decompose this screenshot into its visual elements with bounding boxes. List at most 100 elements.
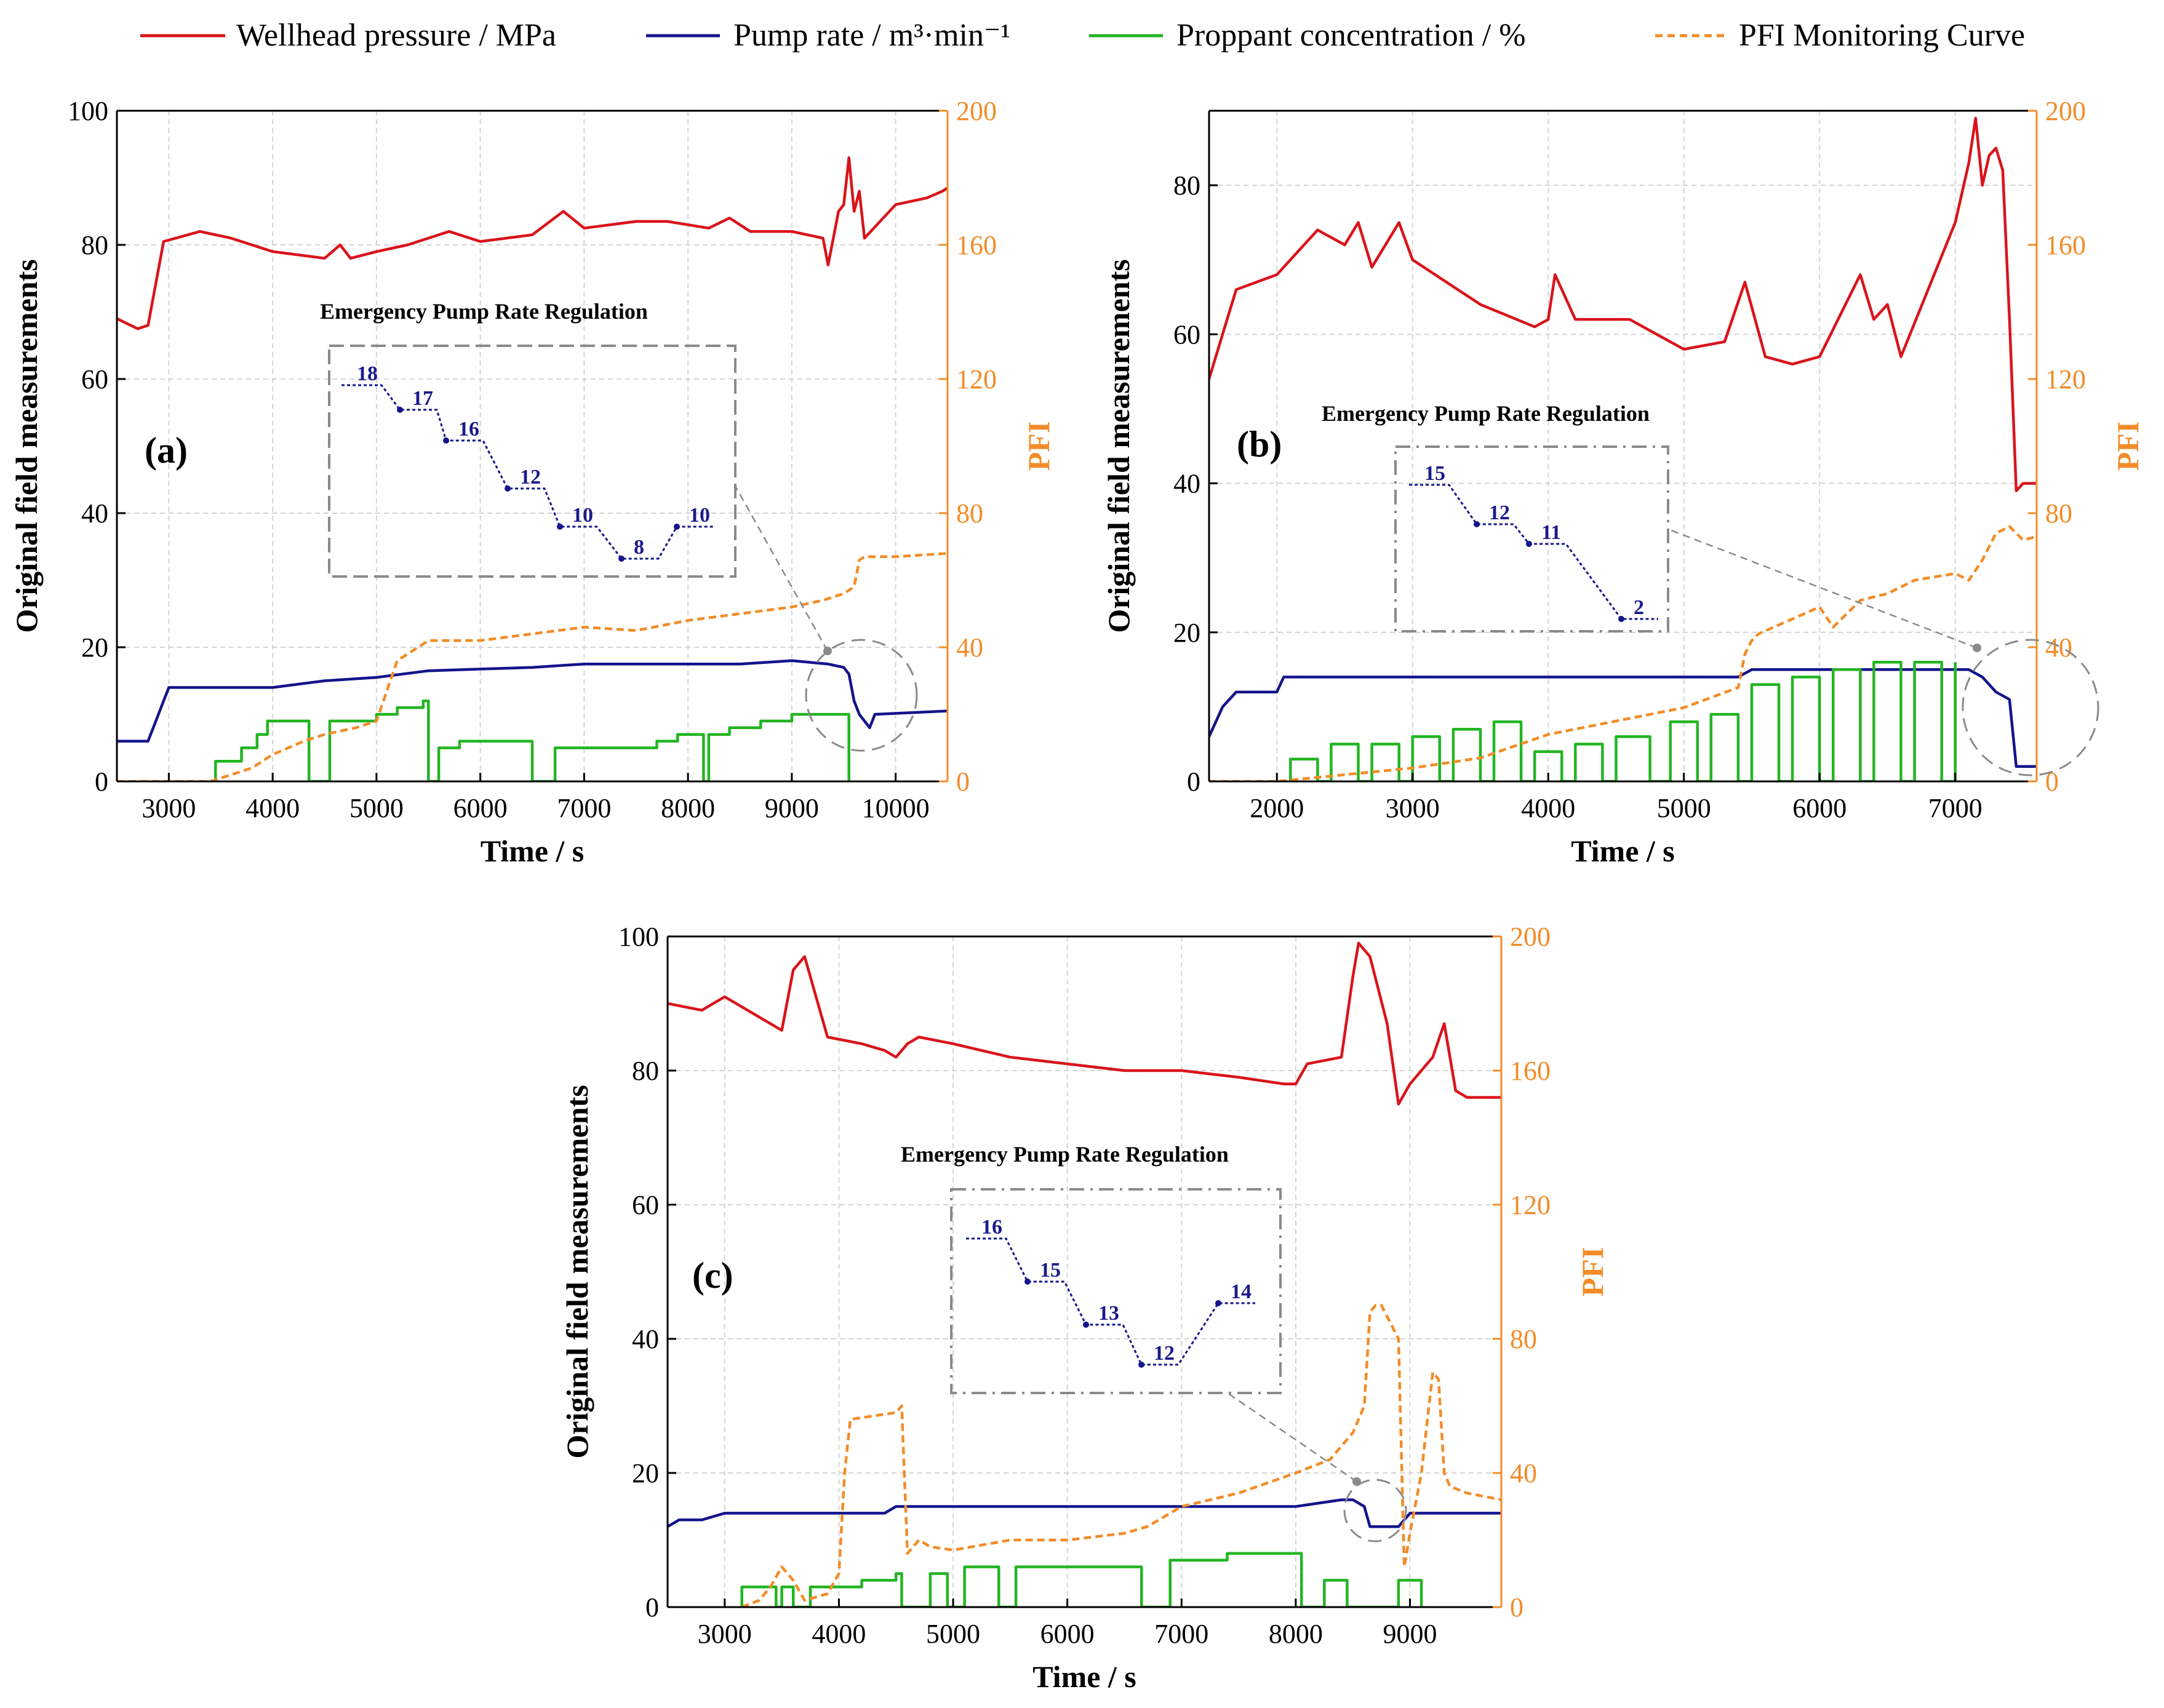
x-tick-label: 7000 bbox=[1154, 1619, 1208, 1649]
y2-tick-label: 0 bbox=[2045, 767, 2059, 797]
inset-arrow-marker bbox=[1618, 616, 1624, 622]
inset-step-label: 15 bbox=[1424, 462, 1445, 485]
series-line-pressure bbox=[668, 941, 1501, 1106]
x-tick-label: 4000 bbox=[1521, 793, 1575, 823]
y2-tick-label: 40 bbox=[2045, 633, 2072, 663]
inset-frame bbox=[1394, 445, 1669, 633]
series-line-pump bbox=[668, 1498, 1501, 1528]
inset-arrow-marker bbox=[1083, 1322, 1089, 1328]
x-tick-label: 4000 bbox=[246, 793, 300, 823]
series-line-proppant bbox=[214, 699, 850, 781]
y-tick-label: 80 bbox=[632, 1056, 659, 1086]
x-tick-label: 3000 bbox=[698, 1619, 752, 1649]
panel-label: (c) bbox=[692, 1255, 733, 1296]
callout-line bbox=[734, 485, 829, 652]
y-tick-label: 40 bbox=[81, 498, 108, 529]
inset-staircase bbox=[966, 1237, 1255, 1366]
y2-tick-label: 160 bbox=[956, 230, 997, 260]
x-tick-label: 3000 bbox=[142, 793, 196, 823]
inset-step-label: 12 bbox=[1154, 1342, 1175, 1365]
x-tick-label: 2000 bbox=[1250, 793, 1304, 823]
legend-label: Proppant concentration / % bbox=[1176, 18, 1526, 53]
inset-arrow-marker bbox=[397, 407, 403, 413]
inset-title: Emergency Pump Rate Regulation bbox=[901, 1142, 1229, 1167]
inset-arrow-marker bbox=[557, 524, 563, 530]
inset-box: Emergency Pump Rate Regulation 16 15 13 12 14 bbox=[901, 1142, 1282, 1394]
y-tick-label: 80 bbox=[1173, 170, 1200, 201]
inset-arrow-marker bbox=[1526, 541, 1532, 547]
series-line-pressure bbox=[117, 156, 948, 330]
y2-tick-label: 120 bbox=[1510, 1190, 1551, 1220]
y-tick-label: 60 bbox=[81, 364, 108, 394]
series-line-pfi bbox=[1209, 525, 2037, 781]
y2-tick-label: 80 bbox=[2045, 498, 2072, 529]
inset-step-label: 2 bbox=[1634, 596, 1644, 619]
y-tick-label: 20 bbox=[81, 633, 108, 663]
inset-box: Emergency Pump Rate Regulation 15 12 11 2 bbox=[1322, 401, 1669, 633]
x-tick-label: 8000 bbox=[661, 793, 715, 823]
callout-line bbox=[1227, 1392, 1357, 1483]
series-line-pressure bbox=[1209, 116, 2037, 492]
x-tick-label: 5000 bbox=[926, 1619, 980, 1649]
y-tick-label: 40 bbox=[632, 1324, 659, 1354]
grid bbox=[117, 110, 948, 782]
x-tick-label: 9000 bbox=[765, 793, 819, 823]
y2-axis-label: PFI bbox=[1575, 1247, 1610, 1297]
y-tick-label: 60 bbox=[1173, 319, 1200, 349]
callout-line bbox=[1667, 528, 1978, 649]
inset-staircase bbox=[1409, 484, 1658, 620]
inset-box: Emergency Pump Rate Regulation 18 17 16 12 10… bbox=[320, 299, 737, 578]
grid bbox=[1209, 111, 2037, 782]
series-line-proppant bbox=[740, 1552, 1423, 1607]
inset-arrow-marker bbox=[1024, 1279, 1031, 1285]
inset-step-label: 10 bbox=[689, 504, 710, 527]
y-tick-label: 20 bbox=[632, 1458, 659, 1488]
y2-tick-label: 0 bbox=[1510, 1592, 1523, 1622]
callout-circle bbox=[1962, 639, 2099, 776]
y-tick-label: 100 bbox=[618, 922, 659, 952]
x-axis-label: Time / s bbox=[1032, 1659, 1136, 1694]
inset-step-label: 15 bbox=[1040, 1259, 1061, 1282]
inset-arrow-marker bbox=[618, 556, 625, 562]
inset-frame bbox=[328, 345, 737, 578]
chart-panel-c: 3000 4000 5000 6000 7000 8000 9000 0 20 40 60 80 100… bbox=[560, 922, 1610, 1694]
y-tick-label: 100 bbox=[68, 96, 108, 126]
inset-step-label: 17 bbox=[412, 387, 433, 410]
x-tick-label: 9000 bbox=[1383, 1619, 1437, 1649]
legend-label: Pump rate / m³·min⁻¹ bbox=[733, 18, 1010, 53]
legend-label: PFI Monitoring Curve bbox=[1739, 18, 2025, 53]
y2-tick-label: 120 bbox=[2045, 364, 2086, 394]
series-line-pump bbox=[117, 659, 948, 743]
x-tick-label: 5000 bbox=[349, 793, 404, 823]
inset-step-label: 11 bbox=[1541, 521, 1561, 544]
inset-step-label: 8 bbox=[634, 536, 644, 559]
inset-arrow-marker bbox=[1215, 1300, 1221, 1306]
panel-label: (b) bbox=[1237, 424, 1282, 465]
x-tick-label: 3000 bbox=[1386, 793, 1440, 823]
inset-title: Emergency Pump Rate Regulation bbox=[320, 299, 648, 324]
y2-axis-label: PFI bbox=[2110, 421, 2145, 471]
x-axis-label: Time / s bbox=[1571, 834, 1675, 868]
legend: Wellhead pressure / MPa Pump rate / m³·mi… bbox=[140, 18, 2025, 53]
callout-dot bbox=[1973, 644, 1981, 652]
series-line-proppant bbox=[1289, 660, 1957, 781]
inset-step-label: 12 bbox=[1489, 501, 1510, 524]
x-tick-label: 4000 bbox=[812, 1619, 866, 1649]
series-group bbox=[668, 941, 1501, 1607]
inset-staircase bbox=[341, 384, 714, 560]
y2-tick-label: 160 bbox=[2045, 230, 2086, 260]
y2-tick-label: 0 bbox=[956, 767, 970, 797]
y2-tick-label: 200 bbox=[2045, 96, 2086, 126]
y2-tick-label: 40 bbox=[956, 633, 983, 663]
x-tick-label: 8000 bbox=[1269, 1619, 1323, 1649]
x-tick-label: 7000 bbox=[557, 793, 611, 823]
inset-step-label: 10 bbox=[572, 504, 593, 527]
x-axis-label: Time / s bbox=[481, 834, 585, 868]
panel-label: (a) bbox=[145, 430, 188, 471]
callout-circle bbox=[1343, 1479, 1407, 1542]
y-tick-label: 40 bbox=[1173, 469, 1200, 499]
series-line-pump bbox=[1209, 668, 2037, 768]
y2-tick-label: 80 bbox=[1510, 1324, 1537, 1354]
callout-circle bbox=[805, 639, 918, 752]
